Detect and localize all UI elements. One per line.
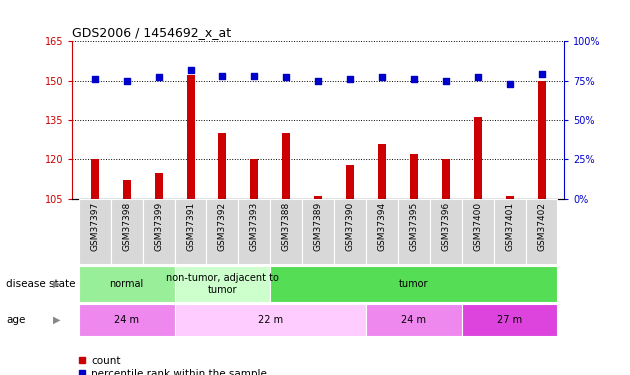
Point bbox=[185, 67, 195, 73]
Point bbox=[537, 71, 547, 77]
FancyBboxPatch shape bbox=[175, 199, 207, 264]
Text: GSM37390: GSM37390 bbox=[346, 202, 355, 251]
Text: GSM37397: GSM37397 bbox=[90, 202, 100, 251]
Text: disease state: disease state bbox=[6, 279, 76, 289]
Legend: count, percentile rank within the sample: count, percentile rank within the sample bbox=[77, 356, 267, 375]
FancyBboxPatch shape bbox=[334, 199, 366, 264]
FancyBboxPatch shape bbox=[270, 199, 302, 264]
Bar bbox=[537, 81, 546, 199]
Text: 27 m: 27 m bbox=[497, 315, 522, 325]
Bar bbox=[410, 154, 418, 199]
Text: GSM37392: GSM37392 bbox=[218, 202, 227, 251]
Bar bbox=[442, 159, 450, 199]
FancyBboxPatch shape bbox=[398, 199, 430, 264]
FancyBboxPatch shape bbox=[462, 199, 494, 264]
FancyBboxPatch shape bbox=[525, 199, 558, 264]
Text: GSM37391: GSM37391 bbox=[186, 202, 195, 251]
Point bbox=[409, 76, 419, 82]
Bar bbox=[378, 144, 386, 199]
Bar bbox=[506, 196, 513, 199]
Bar bbox=[123, 180, 130, 199]
Text: 22 m: 22 m bbox=[258, 315, 283, 325]
Text: normal: normal bbox=[110, 279, 144, 289]
Text: GSM37393: GSM37393 bbox=[250, 202, 259, 251]
Bar bbox=[186, 75, 195, 199]
Point bbox=[472, 75, 483, 81]
Text: tumor: tumor bbox=[399, 279, 428, 289]
FancyBboxPatch shape bbox=[302, 199, 334, 264]
Point bbox=[441, 78, 451, 84]
Point bbox=[154, 75, 164, 81]
FancyBboxPatch shape bbox=[79, 304, 175, 336]
Point bbox=[89, 76, 100, 82]
Point bbox=[217, 73, 227, 79]
Point bbox=[345, 76, 355, 82]
Text: 24 m: 24 m bbox=[401, 315, 427, 325]
FancyBboxPatch shape bbox=[238, 199, 270, 264]
Text: GSM37389: GSM37389 bbox=[314, 202, 323, 251]
FancyBboxPatch shape bbox=[79, 266, 175, 302]
Text: GDS2006 / 1454692_x_at: GDS2006 / 1454692_x_at bbox=[72, 26, 232, 39]
FancyBboxPatch shape bbox=[366, 304, 462, 336]
Text: GSM37388: GSM37388 bbox=[282, 202, 290, 251]
Text: GSM37394: GSM37394 bbox=[377, 202, 386, 251]
FancyBboxPatch shape bbox=[142, 199, 175, 264]
Text: GSM37401: GSM37401 bbox=[505, 202, 514, 251]
Point bbox=[122, 78, 132, 84]
FancyBboxPatch shape bbox=[207, 199, 238, 264]
FancyBboxPatch shape bbox=[366, 199, 398, 264]
Text: 24 m: 24 m bbox=[114, 315, 139, 325]
Point bbox=[249, 73, 260, 79]
Bar bbox=[282, 133, 290, 199]
Bar bbox=[346, 165, 354, 199]
FancyBboxPatch shape bbox=[430, 199, 462, 264]
Text: non-tumor, adjacent to
tumor: non-tumor, adjacent to tumor bbox=[166, 273, 279, 295]
FancyBboxPatch shape bbox=[175, 304, 366, 336]
FancyBboxPatch shape bbox=[175, 266, 270, 302]
Bar bbox=[219, 133, 226, 199]
Text: GSM37402: GSM37402 bbox=[537, 202, 546, 251]
FancyBboxPatch shape bbox=[462, 304, 558, 336]
FancyBboxPatch shape bbox=[111, 199, 142, 264]
FancyBboxPatch shape bbox=[270, 266, 558, 302]
Bar bbox=[474, 117, 482, 199]
Point bbox=[313, 78, 323, 84]
Bar bbox=[314, 196, 322, 199]
Text: GSM37396: GSM37396 bbox=[441, 202, 450, 251]
Bar bbox=[250, 159, 258, 199]
Bar bbox=[91, 159, 99, 199]
Text: GSM37400: GSM37400 bbox=[473, 202, 482, 251]
FancyBboxPatch shape bbox=[494, 199, 525, 264]
Point bbox=[377, 75, 387, 81]
Bar bbox=[154, 172, 163, 199]
FancyBboxPatch shape bbox=[79, 199, 111, 264]
Text: ▶: ▶ bbox=[53, 279, 60, 289]
Text: ▶: ▶ bbox=[53, 315, 60, 325]
Text: GSM37398: GSM37398 bbox=[122, 202, 131, 251]
Text: GSM37399: GSM37399 bbox=[154, 202, 163, 251]
Text: age: age bbox=[6, 315, 26, 325]
Text: GSM37395: GSM37395 bbox=[410, 202, 418, 251]
Point bbox=[505, 81, 515, 87]
Point bbox=[281, 75, 291, 81]
